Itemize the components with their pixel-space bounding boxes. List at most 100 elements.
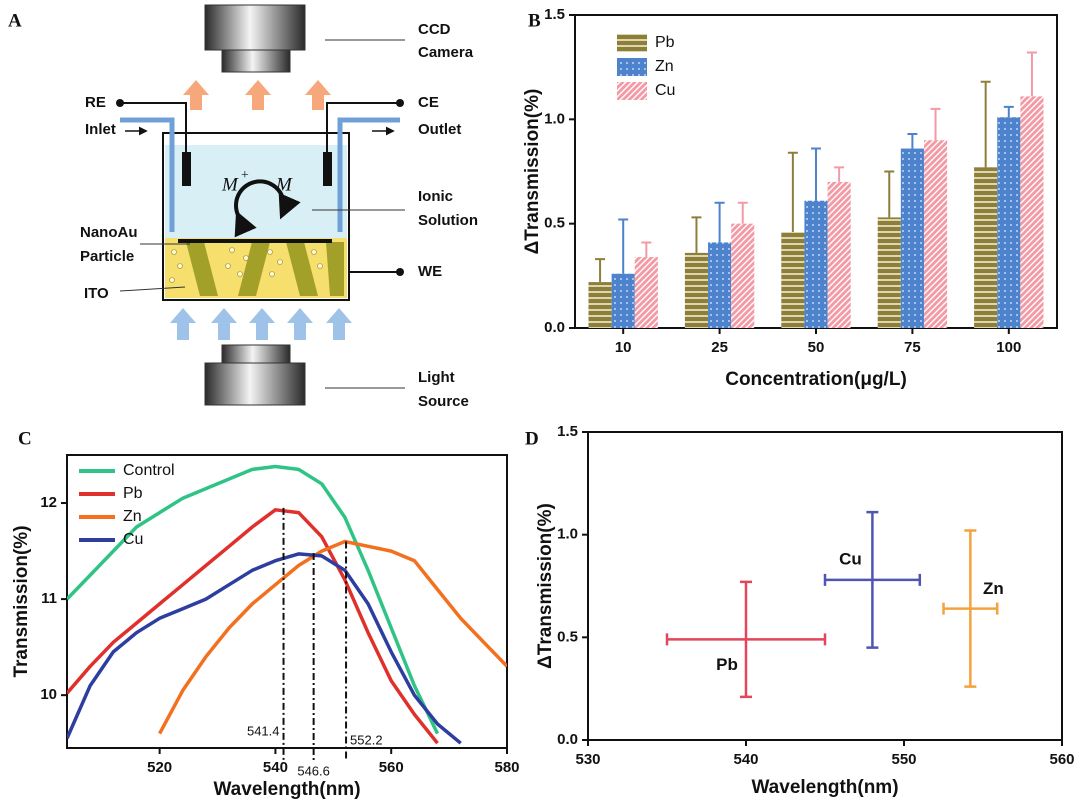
- y-tick-label: 1.5: [544, 6, 565, 23]
- y-tick-label: 0.5: [557, 628, 578, 645]
- panel-letter: B: [528, 10, 541, 31]
- bar: [900, 148, 924, 328]
- bar: [804, 200, 828, 328]
- light-arrows: [170, 308, 352, 340]
- panel-letter: D: [525, 428, 539, 449]
- panel-letter: C: [18, 428, 32, 449]
- x-tick-label: 10: [615, 339, 632, 356]
- point-label: Cu: [839, 549, 862, 568]
- y-error-bar: [866, 510, 879, 649]
- x-tick-label: 540: [263, 759, 288, 776]
- x-tick-label: 540: [733, 751, 758, 768]
- label: RE: [85, 94, 106, 111]
- label: WE: [418, 263, 442, 280]
- x-tick-label: 560: [1049, 751, 1074, 768]
- bar: [634, 257, 658, 328]
- x-axis-label: Wavelength(nm): [751, 777, 898, 798]
- light-source: [204, 362, 306, 406]
- label: Outlet: [418, 121, 461, 138]
- error-bar: [884, 170, 895, 218]
- label: CCD: [418, 21, 451, 38]
- y-tick-label: 0.5: [544, 215, 565, 232]
- ce-wire: [326, 102, 400, 155]
- line: [158, 539, 507, 735]
- leader: [119, 286, 186, 292]
- label: Solution: [418, 212, 478, 229]
- label: Particle: [80, 248, 134, 265]
- peak-label: 552.2: [350, 732, 383, 747]
- bar: [827, 181, 851, 328]
- legend-label: Control: [123, 462, 175, 479]
- label: Camera: [418, 44, 474, 61]
- bar: [877, 217, 901, 328]
- label: Light: [418, 369, 455, 386]
- bar: [708, 242, 732, 328]
- plot-frame: [587, 431, 1063, 741]
- x-axis-label: Wavelength(nm): [213, 779, 360, 800]
- x-tick-label: 25: [711, 339, 728, 356]
- bar: [1020, 96, 1044, 328]
- error-bar: [691, 216, 702, 253]
- error-bar: [737, 201, 748, 224]
- legend-label: Pb: [123, 485, 143, 502]
- legend-label: Pb: [655, 34, 675, 51]
- cell: [162, 132, 350, 301]
- bar: [611, 273, 635, 328]
- diagram: A CCD Camera: [8, 4, 478, 410]
- plot-frame: [66, 454, 508, 749]
- light-lens: [221, 344, 291, 364]
- error-bar: [930, 107, 941, 141]
- legend-swatch: [617, 82, 647, 100]
- line: [67, 464, 440, 735]
- x-tick-label: 100: [996, 339, 1021, 356]
- y-tick-label: 0.0: [544, 319, 565, 336]
- x-tick-label: 75: [904, 339, 921, 356]
- bar: [731, 223, 755, 328]
- point-label: Pb: [716, 655, 738, 674]
- x-axis-label: Concentration(μg/L): [725, 369, 907, 390]
- error-bar: [1003, 105, 1014, 118]
- outlet-tube: [337, 117, 400, 232]
- metal: M: [275, 174, 293, 195]
- bar: [588, 282, 612, 328]
- legend-label: Zn: [655, 58, 674, 75]
- y-tick-label: 1.0: [544, 110, 565, 127]
- bar: [997, 117, 1021, 328]
- label: NanoAu: [80, 224, 138, 241]
- bar: [923, 140, 948, 328]
- re-electrode: [182, 152, 191, 186]
- terminal: [116, 99, 124, 107]
- line: [67, 552, 462, 745]
- error-bar: [834, 166, 845, 182]
- line: [67, 508, 439, 745]
- peak-label: 546.6: [297, 763, 330, 778]
- y-tick-label: 10: [40, 686, 57, 703]
- solution: [165, 145, 347, 238]
- y-axis-label: ΔTransmission(%): [522, 89, 543, 255]
- particles: [169, 247, 323, 283]
- label: ITO: [84, 285, 109, 302]
- ion-charge: +: [240, 168, 249, 183]
- error-bar: [618, 218, 629, 274]
- ridges: [186, 242, 344, 296]
- redox-arrow: [234, 179, 301, 238]
- error-bar: [714, 201, 725, 243]
- bar: [684, 252, 709, 328]
- legend-swatch: [617, 34, 647, 52]
- error-bar: [787, 151, 798, 233]
- legend-label: Zn: [123, 508, 142, 525]
- x-tick-label: 520: [147, 759, 172, 776]
- x-tick-label: 560: [379, 759, 404, 776]
- error-bar: [811, 147, 821, 201]
- y-tick-label: 1.5: [557, 423, 578, 440]
- label: CE: [418, 94, 439, 111]
- camera: [204, 4, 306, 51]
- error-bar: [1026, 51, 1037, 97]
- y-error-bar: [964, 529, 977, 688]
- point-label: Zn: [983, 579, 1004, 598]
- legend-label: Cu: [123, 531, 143, 548]
- error-bar: [595, 258, 606, 283]
- bar: [781, 232, 805, 328]
- x-tick-label: 530: [575, 751, 600, 768]
- re-wire: [120, 102, 187, 155]
